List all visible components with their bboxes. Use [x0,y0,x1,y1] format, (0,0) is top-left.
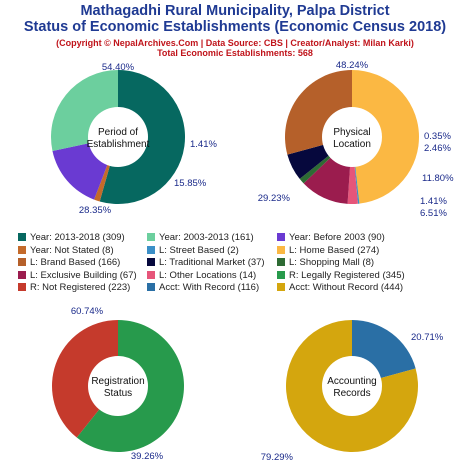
legend-swatch [18,245,26,254]
legend-label: Year: Not Stated (8) [30,244,114,256]
legend-label: L: Traditional Market (37) [159,257,265,268]
chart-title-line1: Mathagadhi Rural Municipality, Palpa Dis… [80,3,390,19]
donut-hole [88,356,148,416]
donut-center-title: Location [333,139,371,150]
legend-swatch [147,270,155,279]
donut-center-title: Accounting [327,376,376,387]
legend-item: L: Street Based (2) [147,245,239,256]
legend-label: L: Brand Based (166) [30,257,121,268]
chart-subtitle-line1: (Copyright © NepalArchives.Com | Data So… [56,38,414,48]
legend-item: R: Not Registered (223) [18,282,130,293]
legend-item: Year: 2003-2013 (161) [147,232,254,243]
slice-percent-label: 2.46% [424,143,451,154]
donut-hole [322,356,382,416]
legend-swatch [147,245,155,254]
donut-chart-1: 54.40% 1.41% 15.85% 28.35% Period ofEstablis… [50,62,217,216]
legend-item: Year: Before 2003 (90) [277,232,385,243]
legend-swatch [147,283,155,291]
legend-label: Year: 2003-2013 (161) [159,232,254,243]
legend-item: L: Shopping Mall (8) [277,257,374,268]
donut-chart-2: 48.24% 0.35%2.46% 11.80% 1.41%6.51% 29.23% Ph… [258,60,454,219]
legend-label: L: Home Based (274) [289,244,380,256]
pie-slice [51,320,119,438]
legend-swatch [147,233,155,241]
legend-item: L: Brand Based (166) [18,257,120,268]
slice-percent-label: 54.40% [102,62,135,73]
donut-hole [322,107,382,167]
slice-percent-label: 1.41% [420,196,447,207]
legend-label: L: Exclusive Building (67) [30,269,137,281]
legend-item: L: Exclusive Building (67) [18,270,137,281]
chart-subtitle-line2: Total Economic Establishments: 568 [157,48,313,58]
legend-label: Year: 2013-2018 (309) [30,232,125,243]
donut-center-title: Physical [333,127,370,138]
legend-swatch [147,258,155,266]
slice-percent-label: 15.85% [174,178,207,189]
legend-item: Acct: With Record (116) [147,282,259,293]
slice-percent-label: 0.35% [424,131,451,142]
slice-percent-label: 39.26% [131,451,164,462]
legend-swatch [277,258,285,266]
legend-swatch [277,270,285,279]
legend-label: L: Street Based (2) [159,244,239,256]
legend-swatch [277,245,285,254]
slice-percent-label: 79.29% [261,452,294,463]
legend-swatch [18,258,26,266]
slice-percent-label: 28.35% [79,205,112,216]
pie-slice [347,137,358,204]
legend-swatch [18,270,26,279]
pie-slice [352,70,419,204]
donut-hole [88,107,148,167]
legend-label: Acct: Without Record (444) [289,282,404,293]
donut-center-title: Registration [91,376,144,387]
legend-label: Acct: With Record (116) [159,282,260,293]
legend-swatch [277,283,285,291]
chart-title-line2: Status of Economic Establishments (Econo… [23,19,447,35]
legend-item: L: Traditional Market (37) [147,257,265,268]
slice-percent-label: 1.41% [190,139,217,150]
slice-percent-label: 29.23% [258,193,291,204]
legend-label: L: Shopping Mall (8) [289,257,375,268]
legend-item: R: Legally Registered (345) [277,270,405,281]
legend-item: L: Other Locations (14) [147,270,256,281]
legend-item: Acct: Without Record (444) [277,282,403,293]
donut-center-title: Establishment [87,139,150,150]
legend-swatch [277,233,285,241]
legend-label: R: Not Registered (223) [30,282,131,293]
donut-center-title: Records [333,388,370,399]
slice-percent-label: 20.71% [411,332,444,343]
slice-percent-label: 11.80% [422,173,454,184]
slice-percent-label: 48.24% [336,60,369,71]
donut-center-title: Status [104,388,132,399]
legend-item: Year: 2013-2018 (309) [18,232,125,243]
legend-swatch [18,233,26,241]
slice-percent-label: 6.51% [420,208,447,219]
legend-label: Year: Before 2003 (90) [289,232,385,243]
legend-swatch [18,283,26,291]
legend-label: L: Other Locations (14) [159,269,257,281]
legend-label: R: Legally Registered (345) [289,269,405,281]
slice-percent-label: 60.74% [71,306,104,317]
legend-item: L: Home Based (274) [277,245,379,256]
legend-item: Year: Not Stated (8) [18,245,114,256]
donut-center-title: Period of [98,127,138,138]
